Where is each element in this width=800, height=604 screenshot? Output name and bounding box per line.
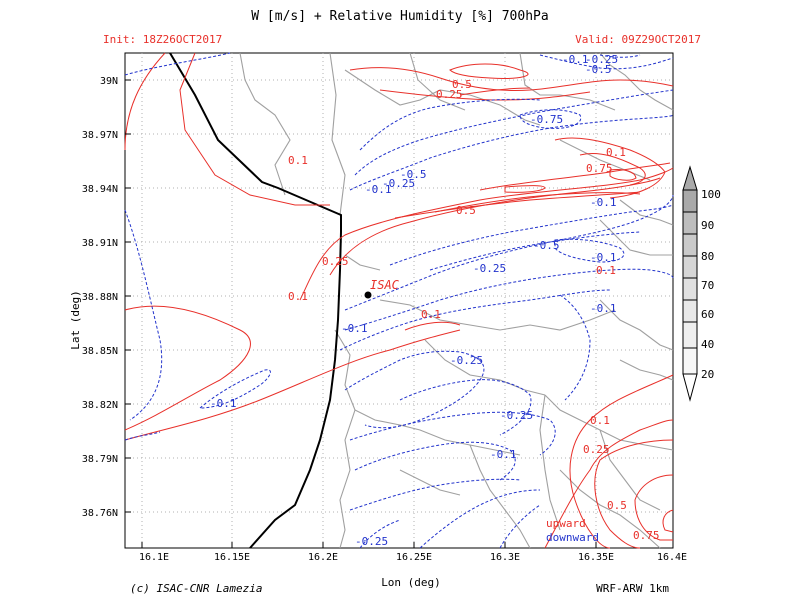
init-time: Init: 18Z26OCT2017 bbox=[103, 33, 222, 46]
contour-label: 0.1 bbox=[288, 290, 308, 303]
contour-label: -0.1 bbox=[341, 322, 368, 335]
contour-label: 0.5 bbox=[452, 78, 472, 91]
y-tick-label: 38.91N bbox=[82, 238, 118, 249]
colorbar-tick-label: 80 bbox=[701, 250, 714, 263]
contour-label: 0.25 bbox=[322, 255, 349, 268]
contour-label: 0.1 bbox=[596, 264, 616, 277]
x-tick-label: 16.35E bbox=[578, 552, 614, 563]
colorbar-labels: 100 90 80 70 60 40 20 bbox=[701, 188, 721, 381]
contour-label: 0.25 bbox=[436, 88, 463, 101]
colorbar-tick-label: 90 bbox=[701, 219, 714, 232]
contour-label: -0.1 bbox=[590, 302, 617, 315]
colorbar-bin bbox=[682, 299, 698, 323]
contour-label: -0.75 bbox=[530, 113, 563, 126]
y-tick-label: 38.76N bbox=[82, 508, 118, 519]
contour-label: -0.25 bbox=[473, 262, 506, 275]
axis-ticks bbox=[125, 79, 597, 548]
coastline bbox=[169, 52, 342, 549]
colorbar-tick-label: 60 bbox=[701, 308, 714, 321]
y-tick-label: 38.97N bbox=[82, 130, 118, 141]
contour-label: -0.25 bbox=[585, 53, 618, 66]
x-tick-label: 16.25E bbox=[396, 552, 432, 563]
contour-label: 0.25 bbox=[583, 443, 610, 456]
model-text: WRF-ARW 1km bbox=[596, 582, 669, 595]
x-tick-labels: 16.1E 16.15E 16.2E 16.25E 16.3E 16.35E 1… bbox=[139, 552, 687, 563]
contour-label: -0.1 bbox=[365, 183, 392, 196]
y-tick-label: 39N bbox=[100, 76, 118, 87]
legend-downward: downward bbox=[546, 531, 599, 544]
colorbar-tick-label: 70 bbox=[701, 279, 714, 292]
contour-label: 0.1 bbox=[606, 146, 626, 159]
gridlines bbox=[125, 53, 673, 548]
colorbar-bin bbox=[682, 233, 698, 257]
y-tick-label: 38.94N bbox=[82, 184, 118, 195]
credit-text: (c) ISAC-CNR Lamezia bbox=[130, 582, 262, 595]
upward-labels: 0.5 0.25 0.1 0.75 0.5 0.1 0.25 0.1 0.1 0… bbox=[288, 78, 660, 542]
legend-upward: upward bbox=[546, 517, 586, 530]
station-label: ISAC bbox=[370, 278, 400, 292]
colorbar-bottom-arrow bbox=[682, 373, 698, 402]
downward-labels: -0.25 -0.5 -0.75 -0.5 -0.1 -0.25 -0.1 -0… bbox=[210, 53, 618, 548]
y-tick-label: 38.79N bbox=[82, 454, 118, 465]
contour-label: 0.75 bbox=[586, 162, 613, 175]
y-tick-label: 38.85N bbox=[82, 346, 118, 357]
contour-label: -0.25 bbox=[500, 409, 533, 422]
contour-label: -0.1 bbox=[590, 251, 617, 264]
contour-label: -0.5 bbox=[533, 239, 560, 252]
admin-borders bbox=[239, 52, 674, 549]
x-tick-label: 16.4E bbox=[657, 552, 687, 563]
x-tick-label: 16.3E bbox=[490, 552, 520, 563]
x-tick-label: 16.1E bbox=[139, 552, 169, 563]
contour-label: 0.5 bbox=[456, 204, 476, 217]
upward-contours bbox=[124, 52, 674, 549]
colorbar-bin bbox=[682, 277, 698, 301]
colorbar-bin bbox=[682, 347, 698, 375]
contour-label: -0.1 bbox=[210, 397, 237, 410]
valid-time: Valid: 09Z29OCT2017 bbox=[575, 33, 701, 46]
contour-label: -0.25 bbox=[382, 177, 415, 190]
chart-title: W [m/s] + Relative Humidity [%] 700hPa bbox=[251, 9, 548, 24]
y-tick-label: 38.88N bbox=[82, 292, 118, 303]
colorbar-tick-label: 20 bbox=[701, 368, 714, 381]
colorbar-bin bbox=[682, 211, 698, 235]
colorbar-bin bbox=[682, 255, 698, 279]
contour-label: 0.5 bbox=[607, 499, 627, 512]
y-tick-labels: 39N 38.97N 38.94N 38.91N 38.88N 38.85N 3… bbox=[82, 76, 118, 519]
contour-label: -0.25 bbox=[450, 354, 483, 367]
colorbar-bin bbox=[682, 321, 698, 349]
x-tick-label: 16.2E bbox=[308, 552, 338, 563]
colorbar bbox=[682, 165, 698, 402]
x-axis-label: Lon (deg) bbox=[381, 576, 441, 589]
x-tick-label: 16.15E bbox=[214, 552, 250, 563]
contour-label: -0.5 bbox=[585, 63, 612, 76]
contour-label: -0.1 bbox=[490, 448, 517, 461]
contour-label: -0.5 bbox=[400, 168, 427, 181]
plot-frame bbox=[124, 52, 674, 549]
colorbar-bin bbox=[682, 189, 698, 213]
station-marker-icon bbox=[364, 291, 372, 299]
contour-label: 0.75 bbox=[633, 529, 660, 542]
contour-label: 0.1 bbox=[288, 154, 308, 167]
y-axis-label: Lat (deg) bbox=[69, 290, 82, 350]
contour-label: -0.1 bbox=[562, 53, 589, 66]
contour-label: 0.1 bbox=[590, 414, 610, 427]
colorbar-tick-label: 40 bbox=[701, 338, 714, 351]
contour-label: -0.25 bbox=[355, 535, 388, 548]
contour-label: 0.1 bbox=[421, 308, 441, 321]
contour-label: -0.1 bbox=[590, 196, 617, 209]
colorbar-top-arrow bbox=[682, 165, 698, 191]
colorbar-tick-label: 100 bbox=[701, 188, 721, 201]
y-tick-label: 38.82N bbox=[82, 400, 118, 411]
downward-contours bbox=[124, 52, 674, 549]
